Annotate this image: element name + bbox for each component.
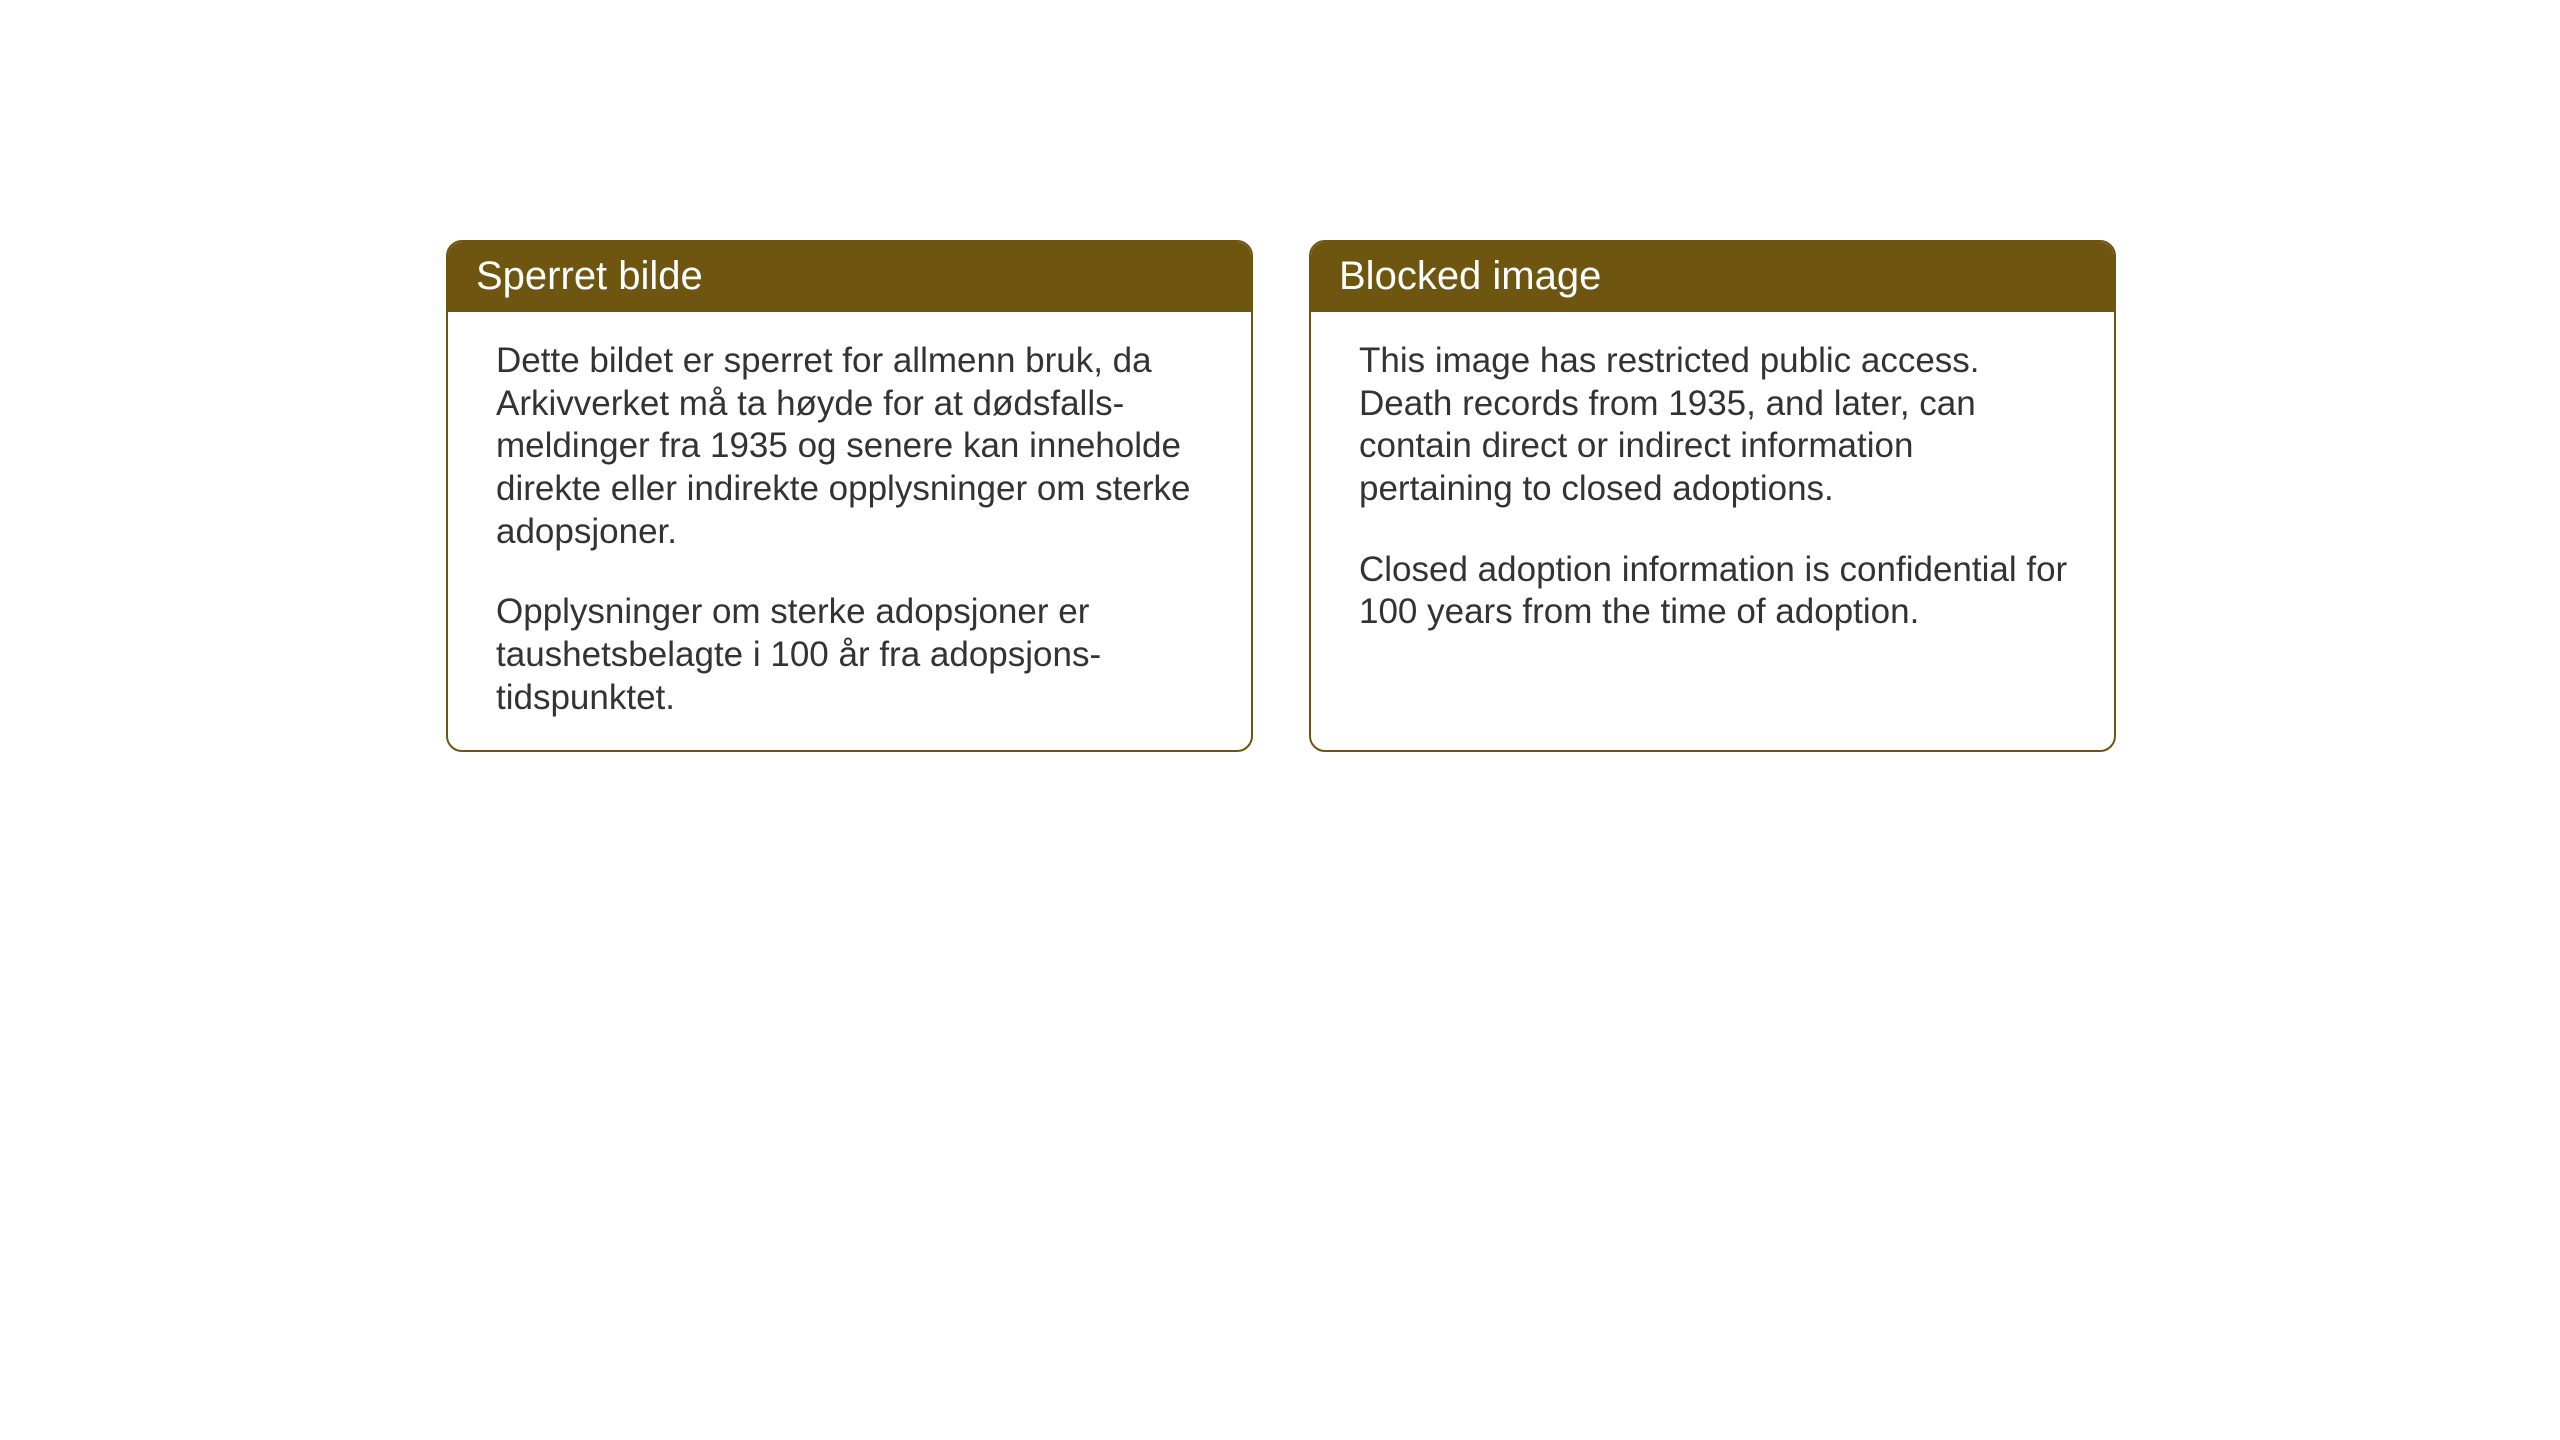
card-paragraph-1: This image has restricted public access.… xyxy=(1359,340,2074,511)
card-paragraph-2: Opplysninger om sterke adopsjoner er tau… xyxy=(496,591,1211,719)
card-body-norwegian: Dette bildet er sperret for allmenn bruk… xyxy=(448,312,1251,752)
notice-container: Sperret bilde Dette bildet er sperret fo… xyxy=(446,240,2116,752)
notice-card-english: Blocked image This image has restricted … xyxy=(1309,240,2116,752)
card-paragraph-2: Closed adoption information is confident… xyxy=(1359,549,2074,634)
notice-card-norwegian: Sperret bilde Dette bildet er sperret fo… xyxy=(446,240,1253,752)
card-header-english: Blocked image xyxy=(1311,242,2114,312)
card-paragraph-1: Dette bildet er sperret for allmenn bruk… xyxy=(496,340,1211,553)
card-body-english: This image has restricted public access.… xyxy=(1311,312,2114,674)
card-header-norwegian: Sperret bilde xyxy=(448,242,1251,312)
